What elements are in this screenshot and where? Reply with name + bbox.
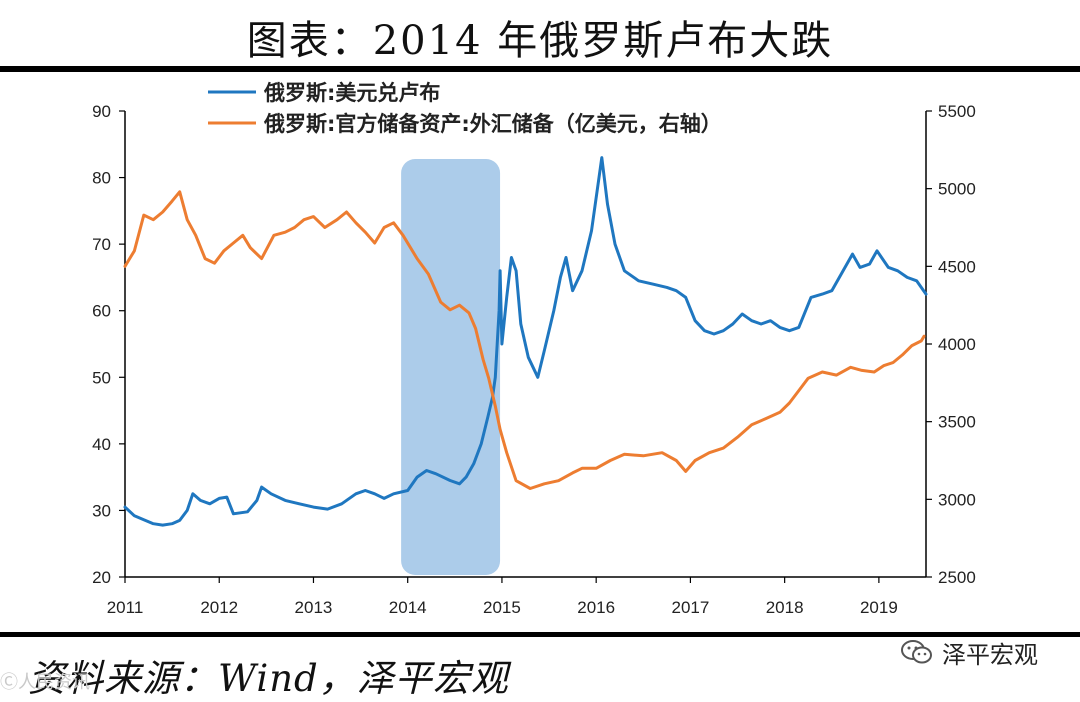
x-tick-label: 2012: [200, 598, 238, 617]
x-tick-label: 2013: [295, 598, 333, 617]
right-tick-label: 5000: [938, 180, 976, 199]
legend-entry: 俄罗斯:美元兑卢布: [263, 81, 440, 105]
left-tick-label: 30: [92, 501, 111, 520]
right-tick-label: 4500: [938, 257, 976, 276]
source-note: 资料来源：Wind，泽平宏观: [28, 657, 509, 700]
left-tick-label: 70: [92, 235, 111, 254]
left-tick-label: 40: [92, 435, 111, 454]
brand: 泽平宏观: [900, 634, 1070, 670]
right-tick-label: 3500: [938, 413, 976, 432]
x-tick-label: 2014: [389, 598, 427, 617]
x-tick-label: 2018: [766, 598, 804, 617]
x-tick-label: 2019: [860, 598, 898, 617]
left-tick-label: 80: [92, 169, 111, 188]
left-tick-label: 90: [92, 102, 111, 121]
top-rule: [0, 66, 1080, 72]
brand-name: 泽平宏观: [942, 640, 1038, 669]
right-tick-label: 4000: [938, 335, 976, 354]
right-tick-label: 3000: [938, 490, 976, 509]
usd-rub-line: [123, 156, 928, 527]
fx-reserves-line: [123, 190, 926, 490]
right-tick-label: 5500: [938, 102, 976, 121]
x-tick-label: 2015: [483, 598, 521, 617]
x-tick-label: 2016: [577, 598, 615, 617]
left-tick-label: 50: [92, 368, 111, 387]
x-tick-label: 2011: [107, 598, 144, 617]
bottom-rule: [0, 632, 1080, 637]
left-tick-label: 60: [92, 302, 111, 321]
right-tick-label: 2500: [938, 568, 976, 587]
x-tick-label: 2017: [671, 598, 709, 617]
page-title: 图表：2014 年俄罗斯卢布大跌: [246, 18, 834, 64]
left-tick-label: 20: [92, 568, 111, 587]
legend-entry: 俄罗斯:官方储备资产:外汇储备（亿美元，右轴）: [263, 112, 722, 136]
wechat-icon: [901, 640, 932, 664]
watermark: Ⓒ人民资讯: [0, 672, 90, 693]
